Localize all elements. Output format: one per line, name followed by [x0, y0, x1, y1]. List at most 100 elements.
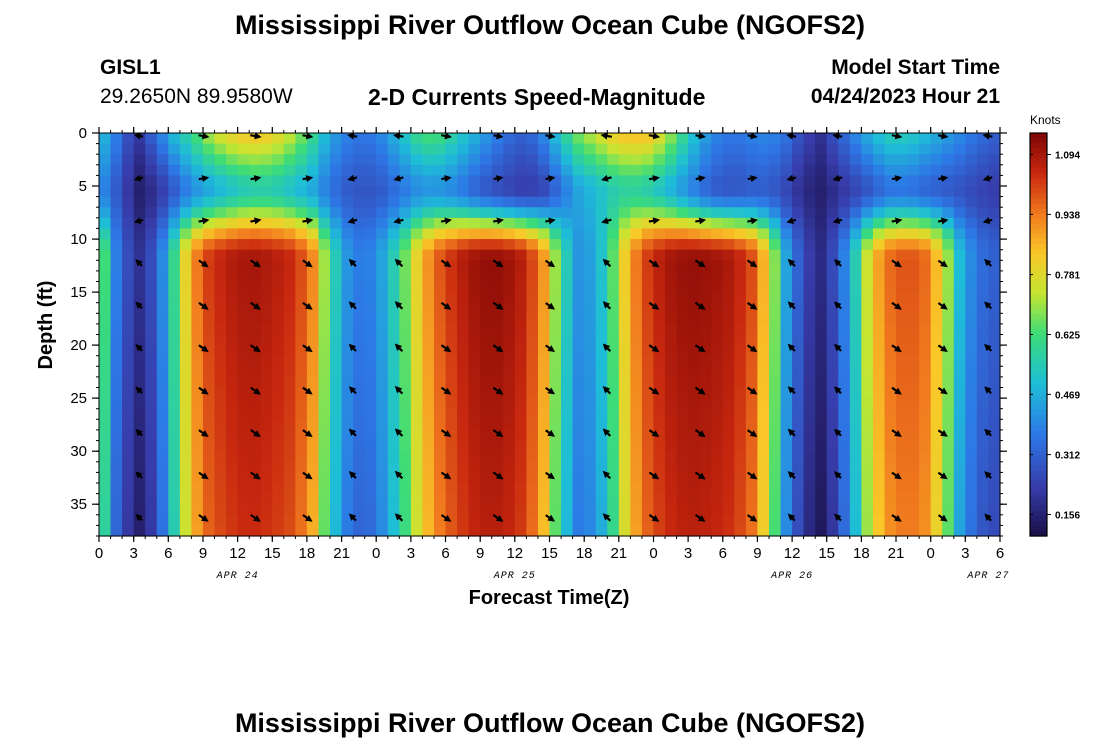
heatmap-cell: [699, 260, 712, 272]
heatmap-cell: [607, 514, 620, 526]
heatmap-cell: [214, 133, 227, 145]
heatmap-cell: [480, 514, 493, 526]
heatmap-cell: [826, 334, 839, 346]
heatmap-cell: [607, 472, 620, 484]
heatmap-cell: [630, 302, 643, 314]
heatmap-cell: [861, 228, 874, 240]
heatmap-cell: [688, 260, 701, 272]
heatmap-cell: [330, 217, 343, 230]
heatmap-cell: [641, 472, 655, 484]
heatmap-cell: [283, 164, 296, 177]
heatmap-cell: [595, 408, 608, 420]
heatmap-cell: [757, 207, 770, 219]
heatmap-cell: [491, 355, 504, 367]
heatmap-cell: [607, 387, 620, 399]
heatmap-cell: [237, 154, 250, 166]
heatmap-cell: [699, 133, 712, 145]
heatmap-cell: [838, 260, 851, 272]
heatmap-cell: [387, 451, 400, 463]
colorbar-segment: [1030, 460, 1047, 467]
heatmap-cell: [145, 249, 158, 261]
heatmap-cell: [237, 440, 250, 452]
heatmap-cell: [688, 482, 701, 495]
heatmap-cell: [722, 514, 735, 526]
heatmap-cell: [722, 186, 735, 198]
heatmap-cell: [503, 504, 516, 516]
heatmap-cell: [387, 154, 400, 166]
heatmap-cell: [803, 133, 816, 145]
heatmap-cell: [503, 482, 516, 495]
heatmap-cell: [272, 154, 285, 166]
heatmap-cell: [849, 419, 862, 431]
heatmap-cell: [711, 313, 724, 325]
heatmap-cell: [572, 164, 585, 177]
heatmap-cell: [699, 302, 712, 314]
heatmap-cell: [399, 366, 412, 378]
heatmap-cell: [526, 133, 539, 145]
heatmap-cell: [676, 292, 689, 304]
heatmap-cell: [930, 207, 943, 219]
current-vector: [648, 175, 660, 183]
heatmap-cell: [295, 408, 308, 420]
heatmap-cell: [353, 419, 366, 431]
heatmap-cell: [641, 504, 655, 516]
heatmap-cell: [641, 196, 655, 208]
heatmap-cell: [526, 334, 539, 346]
heatmap-cell: [607, 376, 620, 389]
heatmap-cell: [433, 186, 447, 198]
heatmap-cell: [468, 164, 481, 177]
heatmap-cell: [630, 398, 643, 410]
x-tick-label: 0: [372, 545, 380, 562]
heatmap-cell: [341, 461, 354, 473]
heatmap-cell: [907, 175, 920, 187]
heatmap-cell: [595, 292, 608, 304]
colorbar-segment: [1030, 253, 1047, 260]
heatmap-cell: [607, 323, 620, 336]
heatmap-cell: [757, 239, 770, 251]
heatmap-cell: [942, 419, 955, 431]
heatmap-cell: [826, 292, 839, 304]
heatmap-cell: [422, 302, 435, 314]
heatmap-cell: [780, 239, 793, 251]
current-vector: [545, 514, 556, 522]
heatmap-cell: [156, 429, 169, 442]
heatmap-cell: [168, 164, 181, 177]
heatmap-cell: [202, 493, 216, 505]
heatmap-cell: [226, 440, 239, 452]
heatmap-cell: [745, 281, 759, 293]
heatmap-cell: [549, 440, 562, 452]
colorbar-segment: [1030, 410, 1047, 416]
heatmap-cell: [965, 154, 978, 166]
heatmap-cell: [445, 186, 458, 198]
heatmap-cell: [237, 472, 250, 484]
heatmap-cell: [514, 313, 527, 325]
heatmap-cell: [711, 525, 724, 537]
heatmap-cell: [145, 376, 158, 389]
heatmap-cell: [942, 461, 955, 473]
heatmap-cell: [780, 525, 793, 537]
heatmap-cell: [156, 451, 169, 463]
heatmap-cell: [364, 323, 377, 336]
heatmap-cell: [919, 504, 932, 516]
heatmap-cell: [780, 376, 793, 389]
heatmap-cell: [364, 429, 377, 442]
heatmap-cell: [965, 302, 978, 314]
heatmap-cell: [341, 429, 354, 442]
heatmap-cell: [237, 429, 250, 442]
heatmap-cell: [191, 186, 204, 198]
heatmap-cell: [99, 239, 112, 251]
heatmap-cell: [237, 207, 250, 219]
heatmap-cell: [988, 514, 1001, 526]
heatmap-cell: [99, 281, 112, 293]
heatmap-cell: [537, 175, 551, 187]
heatmap-cell: [815, 429, 828, 442]
heatmap-cell: [561, 419, 574, 431]
heatmap-cell: [433, 514, 447, 526]
heatmap-cell: [976, 323, 990, 336]
heatmap-cell: [503, 355, 516, 367]
heatmap-cell: [572, 440, 585, 452]
heatmap-cell: [711, 133, 724, 145]
heatmap-cell: [422, 366, 435, 378]
heatmap-cell: [341, 143, 354, 155]
heatmap-cell: [457, 345, 470, 357]
